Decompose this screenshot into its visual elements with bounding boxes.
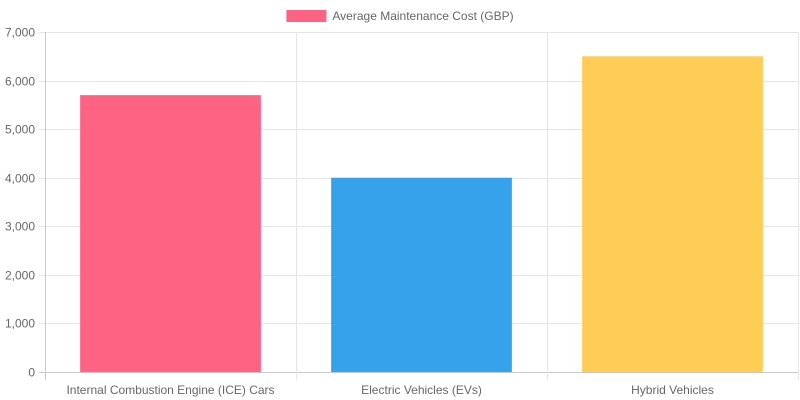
- bar[interactable]: [582, 56, 763, 373]
- x-tick-label: Internal Combustion Engine (ICE) Cars: [66, 383, 274, 397]
- bar[interactable]: [80, 95, 261, 373]
- y-tick-label: 5,000: [5, 123, 35, 137]
- y-tick-label: 6,000: [5, 75, 35, 89]
- y-tick-label: 0: [28, 366, 35, 380]
- legend[interactable]: Average Maintenance Cost (GBP): [286, 9, 514, 23]
- bars: [80, 56, 763, 373]
- x-tick-label: Electric Vehicles (EVs): [361, 383, 482, 397]
- legend-swatch[interactable]: [286, 10, 327, 22]
- bar[interactable]: [331, 177, 512, 372]
- axes: 0 1,000 2,000 3,000 4,000 5,000 6,000 7,000 Inte…: [5, 26, 714, 398]
- legend-label[interactable]: Average Maintenance Cost (GBP): [332, 9, 513, 23]
- x-tick-label: Hybrid Vehicles: [631, 383, 714, 397]
- y-tick-label: 2,000: [5, 269, 35, 283]
- y-tick-label: 1,000: [5, 317, 35, 331]
- y-tick-label: 3,000: [5, 220, 35, 234]
- y-tick-label: 4,000: [5, 172, 35, 186]
- y-tick-label: 7,000: [5, 26, 35, 40]
